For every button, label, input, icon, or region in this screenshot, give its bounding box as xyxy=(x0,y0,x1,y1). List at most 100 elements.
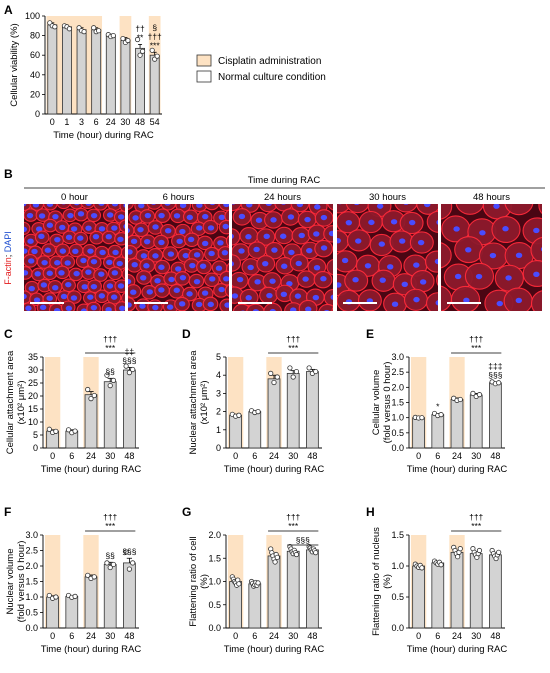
nucleus-1 xyxy=(195,301,203,308)
cell-4 xyxy=(441,242,452,269)
y-tick-label-f-3: 1.5 xyxy=(25,577,38,587)
x-tick-label-f-0: 0 xyxy=(50,631,55,641)
y-tick-label-c-3: 15 xyxy=(28,404,38,414)
y-tick-label-e-3: 1.5 xyxy=(391,398,404,408)
nucleus-2 xyxy=(320,214,328,221)
nucleus-0 xyxy=(54,260,61,266)
nucleus-3 xyxy=(379,277,386,283)
bracket-label-main-f-0: ††† xyxy=(103,512,117,522)
y-tick-label-a-1: 20 xyxy=(30,89,40,99)
bar-a-1 xyxy=(62,26,72,115)
nucleus-4 xyxy=(540,247,542,252)
data-point-d-4-2 xyxy=(313,368,319,375)
bar-d-4 xyxy=(306,371,319,449)
bracket-label-second-g-0: §§§ xyxy=(296,535,310,545)
y-tick-label-f-0: 0.0 xyxy=(25,623,38,633)
nucleus-2 xyxy=(287,214,295,220)
nucleus-1 xyxy=(139,303,146,309)
data-point-c-0-2 xyxy=(53,428,59,434)
y-tick-label-e-5: 2.5 xyxy=(391,367,404,377)
nucleus-3 xyxy=(337,282,342,288)
nucleus-1 xyxy=(201,240,209,247)
data-point-g-1-6 xyxy=(255,580,261,586)
nucleus-0 xyxy=(38,213,46,219)
y-axis-label-g: Flattening ratio of cell(%) xyxy=(188,536,210,626)
cell-2 xyxy=(318,303,333,311)
nucleus-1 xyxy=(178,301,186,307)
cell-2 xyxy=(258,204,278,213)
nucleus-1 xyxy=(154,278,161,284)
y-tick-label-a-2: 40 xyxy=(30,70,40,80)
nucleus-0 xyxy=(59,248,67,254)
cell-0 xyxy=(121,292,125,305)
nucleus-0 xyxy=(99,249,106,256)
nucleus-1 xyxy=(173,213,181,219)
nucleus-2 xyxy=(286,280,293,287)
bracket-label-main-g-1: *** xyxy=(288,521,299,531)
nucleus-1 xyxy=(196,225,203,231)
nucleus-3 xyxy=(419,279,427,285)
shade-c-0 xyxy=(44,357,61,448)
x-tick-label-g-3: 30 xyxy=(288,631,298,641)
x-tick-label-g-0: 0 xyxy=(233,631,238,641)
nucleus-2 xyxy=(245,234,252,240)
nucleus-1 xyxy=(173,287,180,293)
nucleus-1 xyxy=(186,214,193,221)
nucleus-0 xyxy=(117,214,125,220)
nucleus-2 xyxy=(320,245,328,251)
y-tick-label-a-4: 80 xyxy=(30,31,40,41)
x-tick-label-a-6: 48 xyxy=(135,117,145,127)
nucleus-0 xyxy=(60,293,68,300)
nucleus-3 xyxy=(387,264,394,270)
data-point-e-0-2 xyxy=(419,415,425,421)
nucleus-1 xyxy=(199,263,207,269)
panel-letter-e: E xyxy=(366,327,374,341)
y-tick-label-e-6: 3.0 xyxy=(391,352,404,362)
nucleus-1 xyxy=(152,253,159,259)
nucleus-2 xyxy=(280,291,288,297)
bar-a-0 xyxy=(47,24,58,115)
nucleus-2 xyxy=(314,204,321,210)
x-tick-label-e-4: 48 xyxy=(490,451,500,461)
nucleus-0 xyxy=(52,285,59,291)
cell-1 xyxy=(128,204,134,211)
nucleus-1 xyxy=(158,239,165,246)
nucleus-1 xyxy=(218,286,225,293)
x-tick-label-h-2: 24 xyxy=(452,631,462,641)
nucleus-0 xyxy=(70,226,78,232)
annotation-e-0: * xyxy=(436,401,440,411)
cell-0 xyxy=(43,204,58,211)
nucleus-2 xyxy=(279,233,287,239)
nucleus-3 xyxy=(378,241,386,247)
nucleus-3 xyxy=(354,204,360,206)
bar-h-1 xyxy=(431,562,445,629)
micrograph-images: 0 hour 6 hours 24 hours 30 hours 48 hours xyxy=(24,192,549,311)
y-axis-label-line-c-0: Cellular attachment area xyxy=(5,350,16,454)
bar-e-0 xyxy=(412,417,425,449)
bar-a-7 xyxy=(149,54,160,115)
nucleus-0 xyxy=(85,204,92,206)
x-tick-label-h-0: 0 xyxy=(416,631,421,641)
x-tick-label-g-4: 48 xyxy=(307,631,317,641)
annotation-a-2: § xyxy=(152,22,157,32)
nucleus-1 xyxy=(158,212,165,219)
nucleus-0 xyxy=(98,293,106,299)
nucleus-3 xyxy=(338,204,342,205)
cell-2 xyxy=(326,258,333,276)
nucleus-3 xyxy=(341,257,349,264)
nucleus-4 xyxy=(543,300,549,305)
nucleus-1 xyxy=(167,251,175,257)
micrograph-2 xyxy=(232,204,333,311)
data-point-d-2-2 xyxy=(274,374,280,380)
bar-a-4 xyxy=(105,35,116,115)
nucleus-1 xyxy=(131,261,138,268)
cell-2 xyxy=(232,303,252,311)
bar-d-1 xyxy=(248,411,262,449)
x-tick-label-c-3: 30 xyxy=(105,451,115,461)
nucleus-0 xyxy=(90,283,98,290)
data-point-c-4-1 xyxy=(126,369,132,376)
y-axis-label-line-e-0: Cellular volume xyxy=(371,370,382,435)
cell-0 xyxy=(120,246,125,259)
